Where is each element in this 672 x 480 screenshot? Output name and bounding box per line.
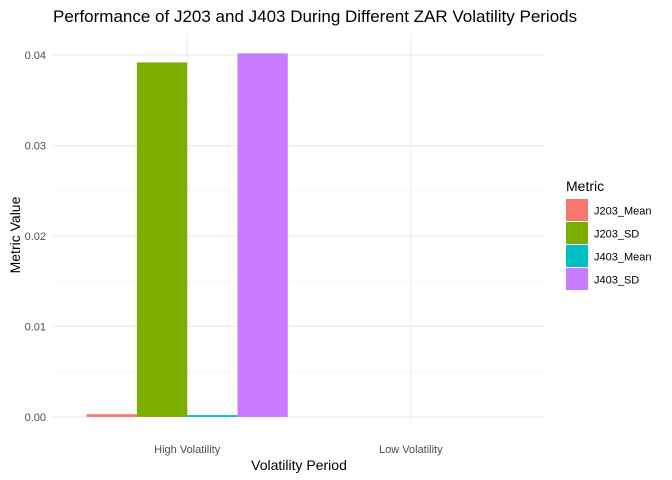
legend: Metric J203_Mean J203_SD J403_Mean J403_SD: [566, 178, 652, 290]
legend-key: [566, 199, 588, 221]
legend-key: [566, 245, 588, 267]
x-tick-label: Low Volatility: [379, 444, 443, 456]
bars: [86, 53, 288, 417]
y-tick-label: 0.00: [25, 412, 46, 424]
x-axis-title: Volatility Period: [251, 457, 347, 473]
legend-key: [566, 268, 588, 290]
y-axis-title: Metric Value: [7, 196, 23, 273]
y-tick-label: 0.04: [25, 50, 46, 62]
bar-j403-mean: [187, 415, 238, 417]
legend-label: J403_Mean: [594, 252, 652, 264]
y-tick-label: 0.03: [25, 141, 46, 153]
bar-j203-mean: [86, 414, 137, 417]
legend-label: J203_SD: [594, 229, 639, 241]
legend-label: J203_Mean: [594, 206, 652, 218]
legend-key: [566, 222, 588, 244]
y-tick-label: 0.02: [25, 231, 46, 243]
bar-j203-sd: [136, 62, 188, 417]
y-tick-label: 0.01: [25, 321, 46, 333]
bar-j403-sd: [237, 53, 288, 417]
legend-title: Metric: [566, 178, 604, 194]
x-axis-ticks: High Volatility Low Volatility: [154, 444, 443, 456]
chart-title: Performance of J203 and J403 During Diff…: [53, 7, 577, 26]
x-tick-label: High Volatility: [154, 444, 221, 456]
grid: [53, 33, 545, 421]
y-axis-ticks: 0.00 0.01 0.02 0.03 0.04: [25, 50, 46, 424]
legend-label: J403_SD: [594, 275, 639, 287]
